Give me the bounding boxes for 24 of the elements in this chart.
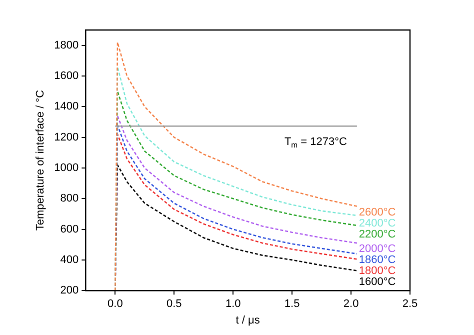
y-tick-label: 1400	[54, 100, 79, 113]
y-tick-label: 1600	[54, 70, 79, 82]
y-tick-label: 1200	[54, 131, 79, 144]
y-tick-label: 800	[60, 192, 79, 205]
series-label: 2200°C	[358, 228, 396, 240]
series-label: 1800°C	[358, 265, 396, 278]
series-label: 2600°C	[358, 206, 396, 218]
x-tick-label: 2.5	[402, 298, 418, 310]
x-tick-label: 1.5	[284, 298, 300, 310]
y-axis-title: Temperature of interface / °C	[34, 90, 47, 231]
y-tick-label: 600	[60, 223, 79, 236]
x-tick-label: 0.0	[108, 298, 123, 310]
series-label: 2400°C	[358, 217, 396, 230]
x-tick-label: 0.5	[166, 298, 182, 310]
y-tick-label: 400	[60, 254, 79, 266]
series-label: 1860°C	[358, 254, 396, 266]
x-tick-label: 2.0	[343, 298, 359, 310]
y-tick-label: 1800	[54, 39, 79, 52]
series-label: 2000°C	[358, 243, 396, 256]
x-tick-label: 1.0	[225, 298, 241, 310]
series-label: 1600°C	[358, 276, 396, 288]
y-tick-label: 200	[60, 284, 79, 297]
y-tick-label: 1000	[54, 162, 79, 174]
x-axis-title: t / μs	[236, 314, 260, 326]
